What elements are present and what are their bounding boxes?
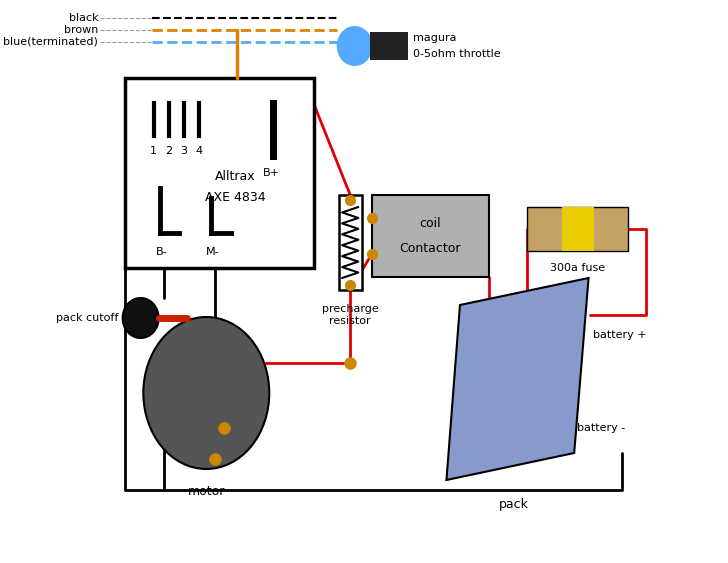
Text: 2: 2 bbox=[165, 146, 173, 156]
Circle shape bbox=[337, 26, 373, 66]
Text: 4: 4 bbox=[195, 146, 202, 156]
Text: motor: motor bbox=[188, 485, 225, 498]
Text: precharge: precharge bbox=[322, 304, 379, 314]
Text: battery +: battery + bbox=[593, 330, 646, 340]
Text: brown: brown bbox=[64, 25, 98, 35]
Ellipse shape bbox=[143, 317, 269, 469]
Bar bbox=[527, 207, 628, 251]
Text: magura: magura bbox=[414, 33, 456, 43]
Bar bbox=[339, 195, 362, 290]
Bar bbox=[562, 207, 594, 251]
Bar bbox=[125, 78, 314, 268]
Text: B-: B- bbox=[156, 247, 167, 257]
Text: resistor: resistor bbox=[329, 316, 371, 326]
Polygon shape bbox=[446, 278, 588, 480]
Text: pack cutoff: pack cutoff bbox=[56, 313, 118, 323]
Text: Alltrax: Alltrax bbox=[215, 170, 256, 184]
Text: 0-5ohm throttle: 0-5ohm throttle bbox=[414, 49, 501, 59]
Text: blue(terminated): blue(terminated) bbox=[4, 37, 98, 47]
Text: 3: 3 bbox=[181, 146, 187, 156]
Text: AXE 4834: AXE 4834 bbox=[205, 191, 265, 204]
Text: 300a fuse: 300a fuse bbox=[550, 263, 606, 273]
Text: pack: pack bbox=[499, 498, 529, 511]
Text: battery -: battery - bbox=[577, 423, 625, 433]
Text: coil: coil bbox=[419, 217, 441, 230]
Text: Contactor: Contactor bbox=[400, 242, 461, 255]
Text: B+: B+ bbox=[262, 168, 280, 178]
Bar bbox=[370, 32, 408, 60]
Bar bbox=[372, 195, 488, 277]
Text: M-: M- bbox=[206, 247, 219, 257]
Text: 1: 1 bbox=[150, 146, 157, 156]
Circle shape bbox=[122, 298, 159, 338]
Text: black: black bbox=[68, 13, 98, 23]
